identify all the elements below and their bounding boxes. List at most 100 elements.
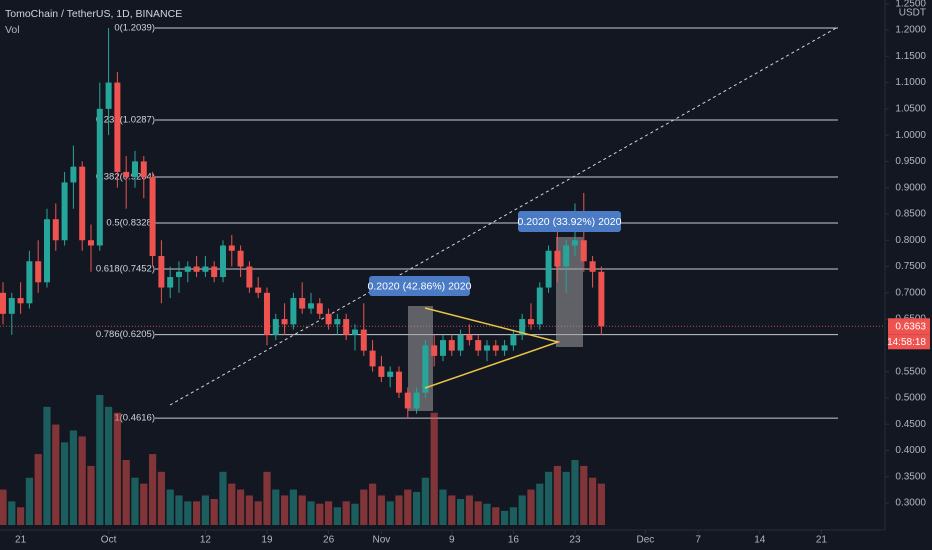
x-tick-label: Dec: [636, 535, 654, 546]
volume-bar: [166, 489, 174, 525]
volume-bar: [96, 395, 104, 525]
measure-label: [369, 276, 470, 296]
volume-bar: [421, 477, 429, 525]
candle-body: [404, 392, 411, 409]
candle-body: [272, 319, 279, 335]
volume-bar: [140, 483, 148, 525]
candle-body: [263, 292, 270, 335]
fib-label: 0.236(1.0287): [96, 115, 155, 126]
candle-body: [211, 266, 218, 278]
volume-bar: [509, 507, 517, 525]
candle-body: [175, 271, 182, 278]
countdown-text: 14:58:18: [887, 337, 926, 348]
candle-body: [96, 108, 103, 246]
candle-body: [369, 350, 376, 367]
volume-bar: [571, 460, 579, 525]
volume-bar: [52, 424, 60, 525]
volume-bar: [16, 507, 25, 525]
axes: 1.2500 1.2000 1.1500 1.1000 1.0500 1.0000 0.95…: [15, 0, 930, 546]
x-tick-label: 7: [695, 535, 701, 546]
candle-body: [431, 345, 438, 356]
candle-body: [598, 271, 605, 327]
candle-body: [35, 261, 42, 283]
volume-bar: [280, 495, 289, 525]
range-box: [556, 237, 583, 347]
volume-bar: [254, 501, 262, 525]
candle-body: [281, 319, 288, 325]
candle-body: [360, 329, 367, 351]
volume-bar: [131, 477, 139, 525]
volume-bar: [210, 499, 218, 525]
y-tick-label: 0.8000: [895, 235, 926, 246]
candle-body: [580, 240, 587, 262]
volume-bar: [483, 503, 491, 525]
fib-label: 0.786(0.6205): [96, 329, 155, 340]
candle-body: [158, 256, 165, 288]
candle-body: [17, 298, 24, 304]
volume-bar: [25, 477, 33, 525]
volume-bar: [316, 503, 324, 525]
volume-bars: [0, 395, 605, 525]
last-price-tag: [888, 318, 930, 335]
candle-body: [202, 266, 209, 272]
candle-body: [307, 303, 314, 309]
candle-body: [413, 392, 420, 409]
volume-bar: [456, 499, 465, 525]
volume-bar: [122, 460, 130, 525]
y-tick-label: 1.0000: [895, 130, 926, 141]
price-axis: [885, 0, 932, 550]
symbol-title: TomoChain / TetherUS, 1D, BINANCE: [5, 8, 182, 20]
volume-bar: [562, 471, 570, 525]
y-tick-label: 0.9000: [895, 182, 926, 193]
candle-body: [334, 319, 341, 325]
candle-body: [483, 345, 490, 351]
volume-bar: [377, 495, 385, 525]
candle-body: [501, 345, 508, 351]
candle-body: [140, 161, 147, 178]
x-tick-label: 21: [816, 535, 828, 546]
x-tick-label: 21: [15, 535, 27, 546]
y-tick-label: 1.2000: [895, 25, 926, 36]
measure-text: 0.2020 (33.92%) 2020: [518, 216, 622, 228]
candle-body: [79, 166, 86, 241]
candle-body: [70, 166, 77, 183]
volume-bar: [500, 510, 509, 525]
candle-body: [43, 219, 50, 283]
candle-body: [457, 334, 464, 351]
candle-body: [26, 261, 33, 304]
candle-body: [378, 366, 385, 377]
fib-label: 0(1.2039): [114, 22, 155, 33]
y-tick-label: 1.1000: [895, 77, 926, 88]
volume-bar: [219, 471, 227, 525]
candle-body: [466, 334, 473, 341]
candle-body: [114, 82, 121, 172]
volume-bar: [184, 501, 192, 525]
volume-bar: [289, 489, 297, 525]
y-tick-label: 0.7500: [895, 261, 926, 272]
candle-body: [536, 287, 543, 325]
candle-body: [61, 182, 68, 241]
volume-bar: [43, 406, 51, 525]
candle-body: [325, 313, 332, 325]
unit-label: USDT: [899, 8, 926, 19]
candle-body: [8, 298, 15, 314]
volume-bar: [553, 465, 561, 525]
volume-bar: [113, 412, 121, 525]
y-tick-label: 0.5000: [895, 393, 926, 404]
candle-body: [571, 240, 578, 246]
candle-body: [510, 334, 517, 346]
fib-label: 0.5(0.8328): [106, 218, 155, 229]
x-tick-label: 16: [508, 535, 520, 546]
fib-label: 1(0.4616): [114, 413, 155, 424]
candle-body: [448, 340, 455, 351]
volume-bar: [395, 495, 403, 525]
volume-bar: [518, 495, 526, 525]
volume-bar: [465, 495, 473, 525]
candle-body: [475, 340, 482, 351]
volume-bar: [0, 489, 7, 525]
volume-bar: [527, 489, 535, 525]
volume-bar: [368, 483, 377, 525]
candle-body: [237, 250, 244, 267]
candle-body: [228, 245, 235, 251]
candle-body: [387, 371, 394, 377]
